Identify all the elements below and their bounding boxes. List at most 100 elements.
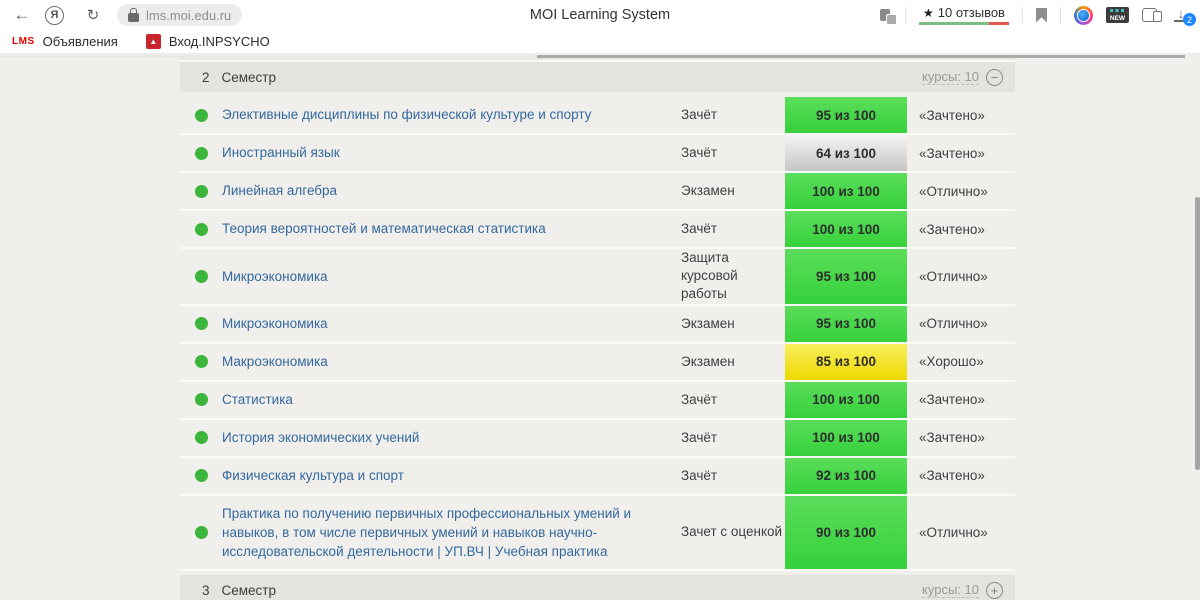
status-dot-icon bbox=[194, 469, 208, 483]
status-dot-cell bbox=[180, 269, 222, 283]
course-name-link[interactable]: История экономических учений bbox=[222, 430, 420, 446]
collapse-icon[interactable]: − bbox=[986, 68, 1003, 86]
grade-label: «Хорошо» bbox=[919, 354, 984, 370]
grade-label: «Зачтено» bbox=[919, 392, 985, 408]
grade-label: «Зачтено» bbox=[919, 221, 985, 237]
collections-icon[interactable] bbox=[1142, 8, 1162, 22]
assessment-type-label: Экзамен bbox=[681, 353, 735, 369]
grade-label: «Зачтено» bbox=[919, 107, 985, 123]
semester-2-header[interactable]: 2 Семестр курсы: 10 − bbox=[180, 62, 1015, 92]
scroll-strip-light bbox=[0, 55, 537, 58]
protect-icon[interactable] bbox=[880, 9, 897, 25]
semester-number: 2 bbox=[202, 69, 210, 85]
reviews-count-label: 10 отзывов bbox=[937, 5, 1005, 20]
status-dot-cell bbox=[180, 108, 222, 122]
grade-label: «Отлично» bbox=[919, 183, 988, 199]
bookmark-label: Объявления bbox=[42, 34, 118, 49]
downloads-button[interactable]: ↓ 2 bbox=[1174, 7, 1196, 26]
course-name-link[interactable]: Элективные дисциплины по физической куль… bbox=[222, 107, 592, 123]
site-reviews-button[interactable]: ★ 10 отзывов bbox=[919, 5, 1009, 25]
status-dot-cell bbox=[180, 355, 222, 369]
course-row: Макроэкономика Экзамен 85 из 100 «Хорошо… bbox=[180, 343, 1015, 382]
course-row: Теория вероятностей и математическая ста… bbox=[180, 211, 1015, 249]
course-row: Микроэкономика Защита курсовой работы 95… bbox=[180, 249, 1015, 306]
assessment-type-label: Экзамен bbox=[681, 182, 735, 198]
status-dot-icon bbox=[194, 108, 208, 122]
bookmarks-bar: LMS Объявления ▲ Вход.INPSYCHO bbox=[0, 30, 1200, 54]
status-dot-cell bbox=[180, 431, 222, 445]
lms-logo-icon: LMS bbox=[12, 36, 35, 47]
score-badge: 64 из 100 bbox=[785, 135, 907, 171]
course-name-link[interactable]: Макроэкономика bbox=[222, 354, 328, 370]
course-name-link[interactable]: Практика по получению первичных професси… bbox=[222, 505, 632, 559]
status-dot-cell bbox=[180, 146, 222, 160]
assessment-type-label: Зачёт bbox=[681, 144, 718, 160]
assessment-type-label: Зачёт bbox=[681, 391, 718, 407]
expand-icon[interactable]: + bbox=[986, 581, 1003, 599]
bookmark-item-announcements[interactable]: LMS Объявления bbox=[12, 34, 118, 49]
table-top-strip bbox=[180, 58, 1015, 62]
semester-number: 3 bbox=[202, 582, 210, 598]
status-dot-icon bbox=[194, 317, 208, 331]
semester-3-header[interactable]: 3 Семестр курсы: 10 + bbox=[180, 575, 1015, 600]
score-badge: 92 из 100 bbox=[785, 457, 907, 494]
lock-icon bbox=[128, 7, 139, 22]
grade-label: «Отлично» bbox=[919, 268, 988, 284]
divider bbox=[905, 6, 906, 24]
grade-label: «Отлично» bbox=[919, 524, 988, 540]
yandex-logo-icon[interactable]: Я bbox=[45, 5, 64, 25]
courses-count-link[interactable]: курсы: 10 bbox=[922, 582, 979, 599]
extension-circle-icon[interactable] bbox=[1074, 5, 1093, 25]
grade-label: «Отлично» bbox=[919, 316, 988, 332]
score-badge: 85 из 100 bbox=[785, 343, 907, 380]
browser-toolbar: ← Я ↻ lms.moi.edu.ru MOI Learning System… bbox=[0, 0, 1200, 30]
course-name-link[interactable]: Физическая культура и спорт bbox=[222, 468, 404, 484]
bookmark-flag-icon[interactable] bbox=[1036, 7, 1047, 23]
new-badge-label: NEW bbox=[1109, 14, 1126, 22]
semester-title: Семестр bbox=[221, 582, 277, 598]
assessment-type-label: Зачёт bbox=[681, 467, 718, 483]
course-row: Линейная алгебра Экзамен 100 из 100 «Отл… bbox=[180, 173, 1015, 211]
course-name-link[interactable]: Теория вероятностей и математическая ста… bbox=[222, 221, 546, 237]
grade-label: «Зачтено» bbox=[919, 468, 985, 484]
assessment-type-label: Экзамен bbox=[681, 315, 735, 331]
address-bar[interactable]: lms.moi.edu.ru bbox=[117, 4, 243, 26]
score-badge: 95 из 100 bbox=[785, 97, 907, 133]
course-name-link[interactable]: Иностранный язык bbox=[222, 145, 340, 161]
course-row: Практика по получению первичных професси… bbox=[180, 495, 1015, 572]
course-row: Физическая культура и спорт Зачёт 92 из … bbox=[180, 457, 1015, 496]
status-dot-cell bbox=[180, 525, 222, 539]
course-name-link[interactable]: Линейная алгебра bbox=[222, 183, 338, 199]
bookmark-label: Вход.INPSYCHO bbox=[168, 34, 270, 49]
assessment-type-label: Зачёт bbox=[681, 220, 718, 236]
video-extension-icon[interactable]: NEW bbox=[1106, 7, 1129, 23]
course-name-link[interactable]: Микроэкономика bbox=[222, 268, 328, 284]
score-badge: 100 из 100 bbox=[785, 419, 907, 456]
course-row: Микроэкономика Экзамен 95 из 100 «Отличн… bbox=[180, 305, 1015, 344]
assessment-type-label: Зачёт bbox=[681, 106, 718, 122]
star-icon: ★ bbox=[923, 5, 934, 20]
status-dot-icon bbox=[194, 431, 208, 445]
score-badge: 100 из 100 bbox=[785, 211, 907, 247]
score-badge: 90 из 100 bbox=[785, 495, 907, 570]
score-badge: 100 из 100 bbox=[785, 173, 907, 209]
extension-circle-inner bbox=[1077, 8, 1090, 22]
assessment-type-label: Зачёт bbox=[681, 429, 718, 445]
semester-title: Семестр bbox=[221, 69, 277, 85]
status-dot-icon bbox=[194, 269, 208, 283]
bookmark-item-inpsycho[interactable]: ▲ Вход.INPSYCHO bbox=[145, 34, 270, 49]
url-text: lms.moi.edu.ru bbox=[146, 7, 232, 23]
course-name-link[interactable]: Микроэкономика bbox=[222, 316, 328, 332]
scroll-strip-dark[interactable] bbox=[537, 55, 1185, 58]
divider bbox=[1022, 6, 1023, 24]
grade-label: «Зачтено» bbox=[919, 430, 985, 446]
courses-count-link[interactable]: курсы: 10 bbox=[922, 69, 979, 85]
back-icon[interactable]: ← bbox=[13, 5, 31, 24]
reload-icon[interactable]: ↻ bbox=[86, 7, 100, 24]
vertical-scrollbar-thumb[interactable] bbox=[1195, 197, 1200, 470]
download-arrow-icon: ↓ bbox=[1174, 7, 1188, 22]
status-dot-cell bbox=[180, 184, 222, 198]
status-dot-icon bbox=[194, 525, 208, 539]
course-name-link[interactable]: Статистика bbox=[222, 392, 293, 408]
status-dot-icon bbox=[194, 146, 208, 160]
